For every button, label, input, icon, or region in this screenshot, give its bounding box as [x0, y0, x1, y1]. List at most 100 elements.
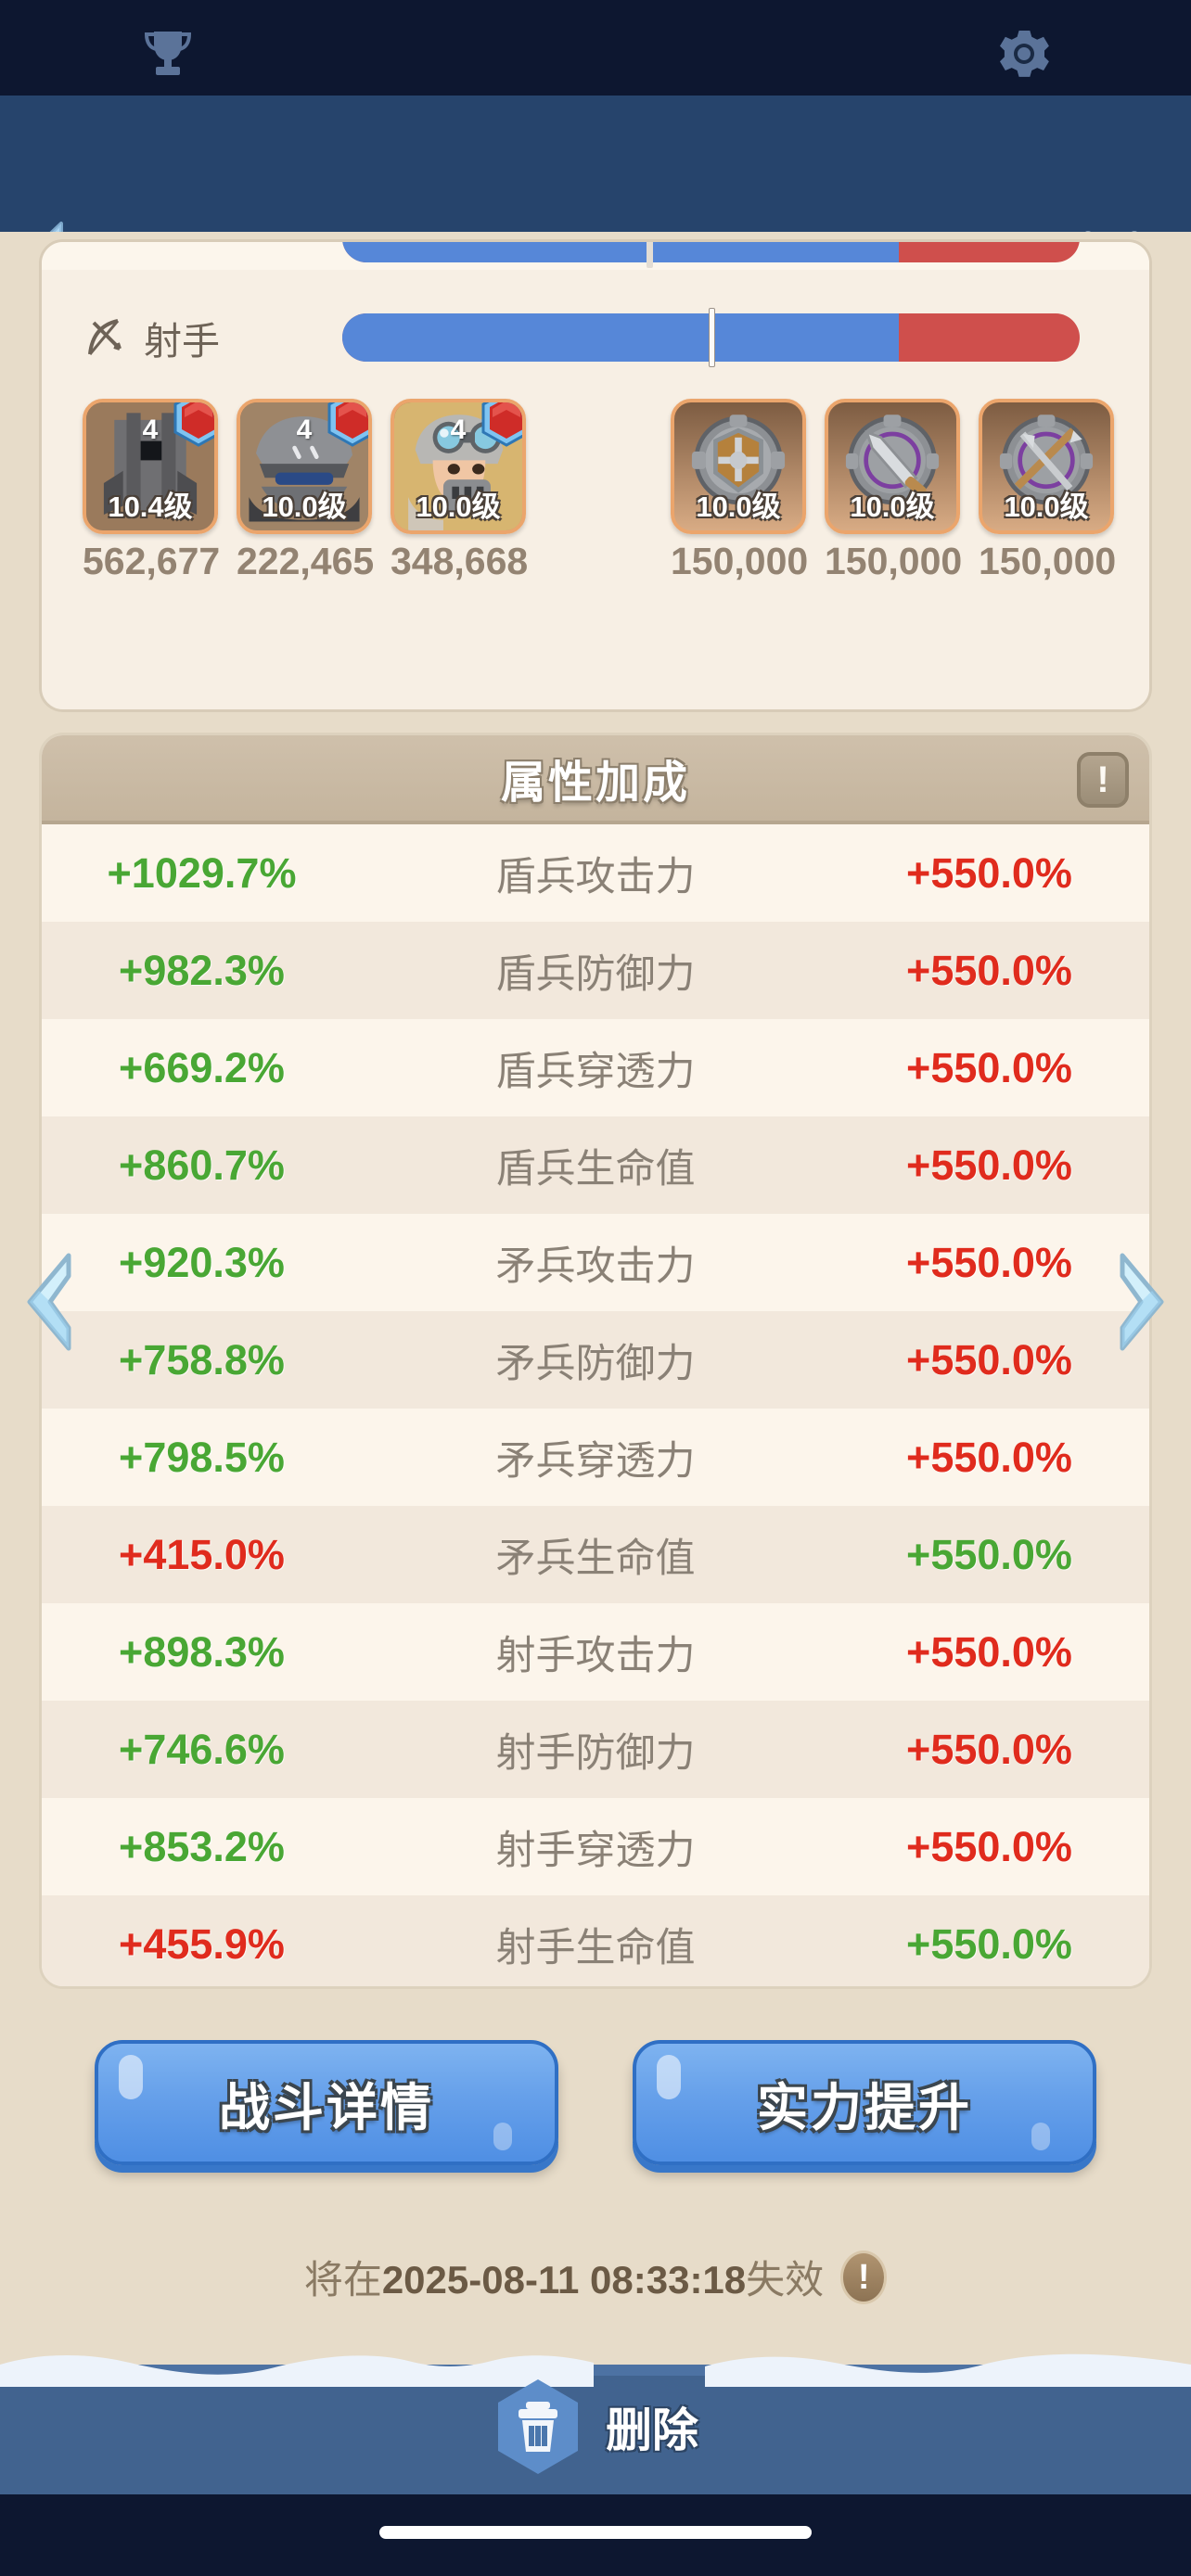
attribute-name: 盾兵生命值	[495, 1146, 696, 1192]
partial-row-bar	[342, 242, 1080, 262]
action-buttons: 战斗详情 实力提升	[0, 2040, 1191, 2165]
attribute-own-value: +746.6%	[119, 1725, 285, 1773]
attribute-enemy-value: +550.0%	[906, 848, 1072, 897]
exclamation-icon: !	[1096, 759, 1109, 800]
own-unit-2[interactable]: 10.0级 4 348,668	[391, 399, 529, 583]
enemy-unit-count-2: 150,000	[979, 540, 1117, 582]
info-button[interactable]: !	[1077, 752, 1129, 808]
attribute-enemy-value: +550.0%	[906, 1043, 1072, 1091]
trophy-icon[interactable]	[141, 30, 195, 78]
enemy-unit-level-1: 10.0级	[850, 491, 935, 523]
troop-bar-own-portion	[342, 313, 900, 362]
expiry-prefix: 将在	[303, 2258, 382, 2302]
own-unit-1[interactable]: 10.0级 4 222,465	[237, 399, 375, 583]
attribute-own-value: +920.3%	[119, 1238, 285, 1286]
attribute-name: 盾兵攻击力	[495, 854, 696, 899]
attribute-own-value: +860.7%	[119, 1141, 285, 1189]
attribute-row: +455.9% 射手生命值 +550.0%	[42, 1895, 1149, 1986]
rank-badge-number-0: 4	[142, 414, 159, 445]
bow-icon	[88, 319, 122, 355]
battle-details-button[interactable]: 战斗详情	[95, 2040, 558, 2165]
home-indicator-area	[0, 2494, 1191, 2576]
rank-badge-icon-1	[327, 402, 368, 447]
attribute-row: +898.3% 射手攻击力 +550.0%	[42, 1603, 1149, 1701]
attribute-enemy-value: +550.0%	[906, 1141, 1072, 1189]
own-unit-count-2: 348,668	[391, 540, 529, 582]
attribute-own-value: +415.0%	[119, 1530, 285, 1578]
expiry-suffix: 失效	[746, 2258, 825, 2302]
attribute-name: 矛兵攻击力	[495, 1243, 696, 1289]
troop-comparison-card: 射手 10.4级	[39, 239, 1152, 712]
partial-row-label	[96, 242, 106, 258]
expiry-warning-badge[interactable]: !	[840, 2250, 888, 2304]
exclamation-icon: !	[857, 2257, 870, 2297]
own-unit-0[interactable]: 10.4级 4 562,677	[83, 399, 220, 583]
attribute-enemy-value: +550.0%	[906, 1725, 1072, 1773]
troop-bar-archer	[342, 308, 1080, 367]
enemy-unit-tile-1[interactable]: 10.0级	[825, 399, 960, 534]
attribute-bonus-header: 属性加成 !	[42, 735, 1149, 824]
enemy-unit-count-0: 150,000	[671, 540, 809, 582]
attribute-name: 矛兵穿透力	[495, 1438, 696, 1484]
attribute-row: +758.8% 矛兵防御力 +550.0%	[42, 1311, 1149, 1409]
attribute-row: +746.6% 射手防御力 +550.0%	[42, 1701, 1149, 1798]
attribute-rows-list: +1029.7% 盾兵攻击力 +550.0% +982.3% 盾兵防御力 +550.0% +…	[42, 824, 1149, 1986]
partial-row-bar-fill	[342, 242, 900, 262]
rank-badge-icon-2	[481, 402, 522, 447]
attribute-own-value: +455.9%	[119, 1919, 285, 1968]
rank-badge-number-2: 4	[450, 414, 467, 445]
attribute-enemy-value: +550.0%	[906, 1530, 1072, 1578]
gear-icon[interactable]	[998, 28, 1050, 80]
attribute-bonus-panel: 属性加成 ! +1029.7% 盾兵攻击力 +550.0% +982.3% 盾兵防御力 +…	[39, 733, 1152, 1989]
own-unit-tile-1[interactable]: 10.0级 4	[237, 399, 372, 534]
enemy-unit-count-1: 150,000	[825, 540, 963, 582]
attribute-name: 矛兵防御力	[495, 1341, 696, 1386]
own-unit-level-2: 10.0级	[416, 491, 501, 523]
attribute-row: +860.7% 盾兵生命值 +550.0%	[42, 1116, 1149, 1214]
chevron-right-icon[interactable]	[1113, 1250, 1178, 1354]
spear-emblem-icon	[845, 414, 940, 505]
attribute-own-value: +898.3%	[119, 1627, 285, 1676]
own-units-group: 10.4级 4 562,677	[83, 399, 529, 583]
attribute-row: +415.0% 矛兵生命值 +550.0%	[42, 1506, 1149, 1603]
battle-details-label: 战斗详情	[218, 2078, 434, 2136]
attribute-row: +920.3% 矛兵攻击力 +550.0%	[42, 1214, 1149, 1311]
delete-label: 删除	[606, 2404, 698, 2456]
attribute-enemy-value: +550.0%	[906, 946, 1072, 994]
attribute-enemy-value: +550.0%	[906, 1238, 1072, 1286]
attribute-row: +669.2% 盾兵穿透力 +550.0%	[42, 1019, 1149, 1116]
rank-badge-icon-0	[173, 402, 214, 447]
troop-label-archer: 射手	[83, 310, 342, 365]
shield-emblem-icon	[691, 414, 786, 505]
enemy-unit-1[interactable]: 10.0级 150,000	[825, 399, 963, 583]
troop-bar-midpoint-marker	[708, 308, 715, 367]
trash-icon	[498, 2379, 578, 2474]
title-bar: 邮件	[0, 96, 1191, 305]
enemy-unit-tile-2[interactable]: 10.0级	[979, 399, 1114, 534]
enemy-unit-0[interactable]: 10.0级 150,000	[671, 399, 809, 583]
delete-button[interactable]: 删除	[0, 2366, 1191, 2487]
attribute-row: +853.2% 射手穿透力 +550.0%	[42, 1798, 1149, 1895]
enemy-unit-tile-0[interactable]: 10.0级	[671, 399, 806, 534]
partial-row-above	[42, 242, 1149, 270]
enemy-unit-2[interactable]: 10.0级 150,000	[979, 399, 1117, 583]
home-indicator[interactable]	[379, 2526, 812, 2539]
power-boost-button[interactable]: 实力提升	[633, 2040, 1096, 2165]
own-unit-count-1: 222,465	[237, 540, 375, 582]
attribute-row: +1029.7% 盾兵攻击力 +550.0%	[42, 824, 1149, 922]
chevron-left-icon[interactable]	[13, 1250, 78, 1354]
attribute-enemy-value: +550.0%	[906, 1335, 1072, 1384]
attribute-name: 盾兵穿透力	[495, 1049, 696, 1094]
attribute-name: 射手穿透力	[495, 1828, 696, 1873]
own-unit-tile-2[interactable]: 10.0级 4	[391, 399, 526, 534]
enemy-unit-level-2: 10.0级	[1004, 491, 1089, 523]
attribute-own-value: +758.8%	[119, 1335, 285, 1384]
rank-badge-number-1: 4	[296, 414, 313, 445]
expiry-notice: 将在2025-08-11 08:33:18失效 !	[0, 2249, 1191, 2305]
expiry-datetime: 2025-08-11 08:33:18	[381, 2258, 747, 2302]
enemy-unit-level-0: 10.0级	[696, 491, 781, 523]
attribute-name: 射手生命值	[495, 1925, 696, 1970]
own-unit-level-0: 10.4级	[108, 491, 193, 523]
own-unit-tile-0[interactable]: 10.4级 4	[83, 399, 218, 534]
attribute-enemy-value: +550.0%	[906, 1919, 1072, 1968]
